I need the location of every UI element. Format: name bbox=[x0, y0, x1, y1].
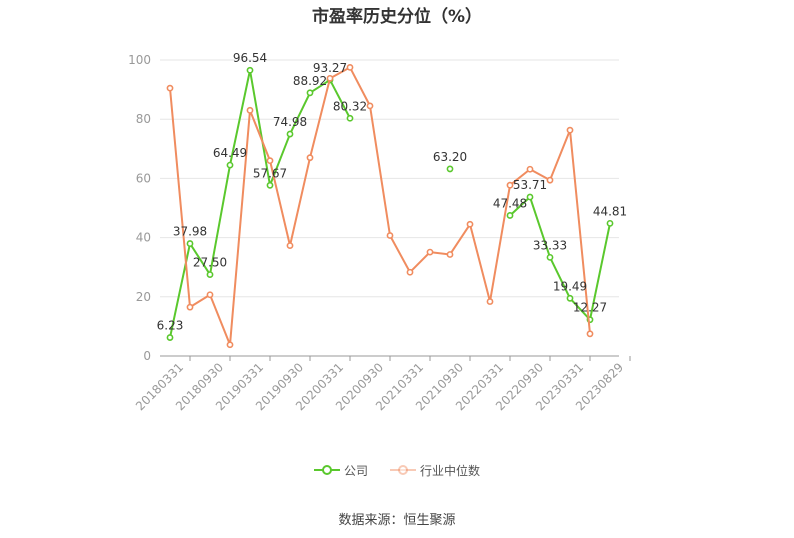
company-data-label: 19.49 bbox=[553, 279, 587, 293]
y-tick-label: 60 bbox=[136, 171, 151, 185]
legend-label-company: 公司 bbox=[343, 463, 368, 478]
industry-point bbox=[406, 268, 414, 276]
industry-point bbox=[326, 74, 334, 82]
company-point bbox=[606, 219, 614, 227]
company-data-label: 74.98 bbox=[273, 115, 307, 129]
industry-point bbox=[186, 303, 194, 311]
industry-point bbox=[166, 84, 174, 92]
series-lines bbox=[166, 64, 614, 349]
y-tick-label: 80 bbox=[136, 112, 151, 126]
company-data-label: 33.33 bbox=[533, 238, 567, 252]
industry-point bbox=[366, 102, 374, 110]
company-point bbox=[246, 66, 254, 74]
industry-point bbox=[566, 126, 574, 134]
company-point bbox=[346, 114, 354, 122]
company-line-segment bbox=[509, 196, 611, 321]
company-data-label: 96.54 bbox=[233, 51, 267, 65]
company-data-label: 37.98 bbox=[173, 225, 207, 239]
company-data-label: 80.32 bbox=[333, 99, 367, 113]
data-labels: 6.23 37.98 27.50 64.49 96.54 57.67 74.98 88.929… bbox=[157, 51, 628, 332]
y-tick-label: 100 bbox=[128, 53, 151, 67]
company-data-label: 64.49 bbox=[213, 146, 247, 160]
legend-item-company[interactable]: 公司 bbox=[313, 462, 368, 479]
company-data-label: 44.81 bbox=[593, 204, 627, 218]
industry-point bbox=[526, 165, 534, 173]
company-point bbox=[186, 240, 194, 247]
industry-point bbox=[226, 341, 234, 349]
company-data-label: 93.27 bbox=[313, 61, 347, 75]
industry-line-segment bbox=[169, 66, 591, 346]
industry-point bbox=[586, 330, 594, 338]
y-tick-label: 0 bbox=[143, 349, 151, 363]
industry-point bbox=[446, 251, 454, 258]
company-data-label: 57.67 bbox=[253, 166, 287, 180]
company-data-label: 53.71 bbox=[513, 178, 547, 192]
industry-point bbox=[286, 242, 294, 249]
industry-point bbox=[506, 181, 514, 189]
company-data-label: 88.92 bbox=[293, 74, 327, 88]
company-data-label: 27.50 bbox=[193, 256, 227, 270]
company-point bbox=[546, 253, 554, 261]
industry-point bbox=[206, 291, 214, 299]
company-point bbox=[306, 89, 314, 97]
industry-point bbox=[426, 248, 434, 256]
industry-point bbox=[246, 106, 254, 114]
company-point bbox=[286, 130, 294, 138]
legend-label-industry: 行业中位数 bbox=[420, 463, 481, 478]
company-point bbox=[166, 334, 174, 341]
company-point bbox=[446, 165, 454, 173]
y-tick-label: 20 bbox=[136, 290, 151, 304]
legend-industry-marker bbox=[390, 465, 416, 475]
industry-point bbox=[346, 64, 354, 71]
industry-point bbox=[306, 154, 314, 162]
industry-point bbox=[266, 157, 274, 165]
chart-title: 市盈率历史分位（%） bbox=[311, 7, 483, 27]
company-point bbox=[266, 181, 274, 189]
data-source: 数据来源：恒生聚源 bbox=[338, 513, 456, 528]
industry-point bbox=[466, 220, 474, 228]
company-line-segment bbox=[169, 69, 351, 338]
company-point bbox=[206, 271, 214, 278]
company-data-label: 12.27 bbox=[573, 301, 607, 315]
line-chart: 0204060801002018033120180930201903312019… bbox=[128, 51, 631, 413]
company-data-label: 63.20 bbox=[433, 150, 467, 164]
legend-item-industry[interactable]: 行业中位数 bbox=[390, 462, 480, 479]
company-point bbox=[566, 294, 574, 302]
company-data-label: 6.23 bbox=[157, 319, 184, 333]
industry-point bbox=[386, 232, 394, 239]
company-point bbox=[526, 193, 534, 201]
company-point bbox=[506, 212, 514, 219]
y-tick-label: 40 bbox=[136, 231, 151, 245]
company-point bbox=[226, 161, 234, 169]
company-data-label: 47.48 bbox=[493, 196, 527, 210]
legend-company-marker bbox=[313, 465, 340, 475]
industry-point bbox=[486, 298, 494, 305]
legend: 公司 行业中位数 bbox=[0, 460, 794, 480]
industry-point bbox=[546, 176, 554, 184]
